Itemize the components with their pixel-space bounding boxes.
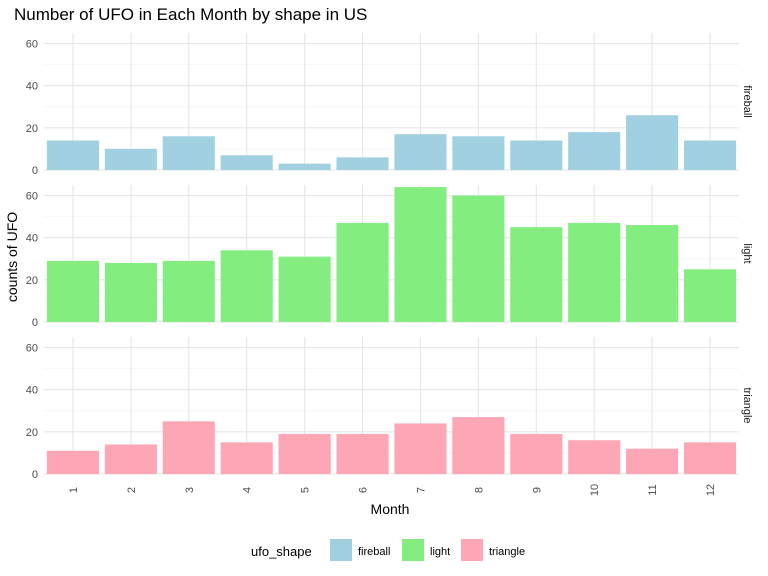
bar-light-3	[162, 260, 215, 322]
bar-triangle-9	[510, 433, 563, 474]
facet-panel-fireball: 0 20 40 60 fireball	[26, 33, 753, 177]
facet-strip-label: light	[741, 243, 753, 263]
bar-fireball-12	[683, 140, 737, 170]
facet-strip-label: fireball	[741, 85, 753, 117]
legend-label: fireball	[358, 546, 390, 558]
x-tick-label: 4	[242, 487, 254, 493]
x-tick-label: 11	[647, 484, 659, 495]
y-tick-label: 20	[26, 427, 38, 439]
bar-fireball-4	[220, 155, 273, 170]
y-tick-label: 0	[32, 165, 38, 177]
bar-light-1	[46, 260, 100, 322]
bar-light-11	[626, 225, 679, 322]
bar-fireball-9	[510, 140, 563, 170]
bar-triangle-7	[394, 423, 447, 474]
bar-fireball-6	[336, 157, 389, 170]
bar-light-6	[336, 222, 389, 322]
bar-fireball-5	[278, 163, 331, 170]
legend-swatch	[402, 539, 424, 561]
facet-panels: 0 20 40 60 fireball 0 20 40 60 light 0 20 40 60 triang…	[26, 33, 753, 496]
legend-title: ufo_shape	[251, 544, 312, 559]
y-tick-label: 20	[26, 275, 38, 287]
y-tick-label: 40	[26, 81, 38, 93]
y-tick-label: 40	[26, 385, 38, 397]
y-tick-label: 60	[26, 191, 38, 203]
bar-triangle-3	[162, 421, 215, 474]
x-tick-label: 5	[300, 487, 312, 493]
bar-triangle-8	[452, 417, 505, 474]
y-tick-label: 60	[26, 39, 38, 51]
bar-fireball-1	[46, 140, 100, 170]
y-axis-title: counts of UFO	[4, 212, 20, 302]
legend: ufo_shape fireball light triangle	[251, 539, 525, 561]
chart-title: Number of UFO in Each Month by shape in …	[14, 5, 367, 24]
bar-fireball-10	[568, 132, 621, 170]
facet-strip-label: triangle	[741, 387, 753, 423]
x-tick-label: 12	[705, 484, 717, 496]
bar-triangle-10	[568, 440, 621, 474]
x-tick-label: 7	[415, 487, 427, 493]
bar-triangle-4	[220, 442, 273, 474]
bar-triangle-11	[626, 448, 679, 474]
bar-triangle-2	[104, 444, 157, 474]
bar-fireball-8	[452, 136, 505, 170]
x-tick-label: 1	[68, 487, 80, 493]
x-tick-label: 6	[358, 487, 370, 493]
facet-panel-light: 0 20 40 60 light	[26, 185, 753, 329]
bar-light-7	[394, 187, 447, 322]
y-tick-label: 20	[26, 123, 38, 135]
legend-swatch	[461, 539, 483, 561]
bar-light-8	[452, 195, 505, 322]
bar-light-10	[568, 222, 621, 322]
x-tick-label: 2	[126, 487, 138, 493]
bar-fireball-11	[626, 115, 679, 170]
bar-triangle-5	[278, 433, 331, 474]
y-tick-label: 0	[32, 317, 38, 329]
bar-fireball-3	[162, 136, 215, 170]
bar-triangle-12	[683, 442, 737, 474]
legend-swatch	[330, 539, 352, 561]
x-tick-label: 3	[184, 487, 196, 493]
bar-triangle-1	[46, 450, 100, 474]
x-tick-label: 8	[473, 487, 485, 493]
y-tick-label: 0	[32, 469, 38, 481]
bar-light-2	[104, 262, 157, 322]
bar-light-12	[683, 269, 737, 322]
x-tick-label: 10	[589, 484, 601, 496]
legend-label: light	[430, 546, 450, 558]
x-tick-label: 9	[531, 487, 543, 493]
y-tick-label: 60	[26, 343, 38, 355]
facet-panel-triangle: 0 20 40 60 triangle	[26, 337, 753, 481]
y-tick-label: 40	[26, 233, 38, 245]
bar-fireball-2	[104, 148, 157, 170]
bar-fireball-7	[394, 134, 447, 170]
bar-light-4	[220, 250, 273, 322]
legend-item-triangle: triangle	[461, 539, 525, 561]
bar-light-5	[278, 256, 331, 322]
legend-label: triangle	[489, 546, 525, 558]
legend-item-fireball: fireball	[330, 539, 390, 561]
bar-triangle-6	[336, 433, 389, 474]
x-axis-ticks: 1 2 3 4 5 6 7 8 9 10 11 12	[68, 484, 717, 496]
x-axis-title: Month	[371, 501, 410, 517]
bar-light-9	[510, 227, 563, 322]
legend-item-light: light	[402, 539, 450, 561]
